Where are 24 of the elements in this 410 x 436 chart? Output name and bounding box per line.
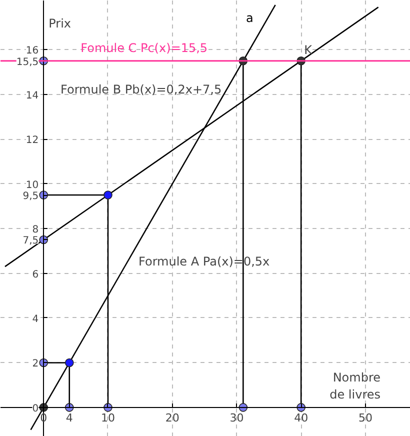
x-tick-label: 50 [358,411,372,424]
y-tick-label: 9,5 [22,191,39,202]
annotation: K [304,42,314,57]
y-tick-label: 12 [26,135,39,146]
annotation: Formule B Pb(x)=0,2x+7,5 [60,82,222,96]
series-label: a [246,10,254,25]
ref-line-label: Fomule C Pc(x)=15,5 [80,40,208,55]
y-tick-label: 16 [26,46,39,57]
x-tick-label: 10 [100,411,115,424]
x-tick-label: 20 [165,411,180,424]
x-tick-label: 40 [294,411,308,424]
y-tick-label: 6 [32,269,39,280]
y-axis-title: Prix [48,16,72,30]
y-tick-label: 7,5 [22,236,39,247]
y-tick-label: 2 [32,358,39,370]
y-tick-label: 4 [32,314,39,325]
y-tick-label: 0 [32,403,39,414]
y-tick-label: 8 [32,224,39,236]
x-tick-label: 4 [66,411,73,424]
y-tick-label: 15,5 [16,56,39,68]
x-axis-title: Nombre de livres [330,370,381,402]
y-tick-label: 14 [26,90,39,102]
x-tick-label: 30 [230,411,244,424]
y-tick-label: 10 [26,180,39,191]
